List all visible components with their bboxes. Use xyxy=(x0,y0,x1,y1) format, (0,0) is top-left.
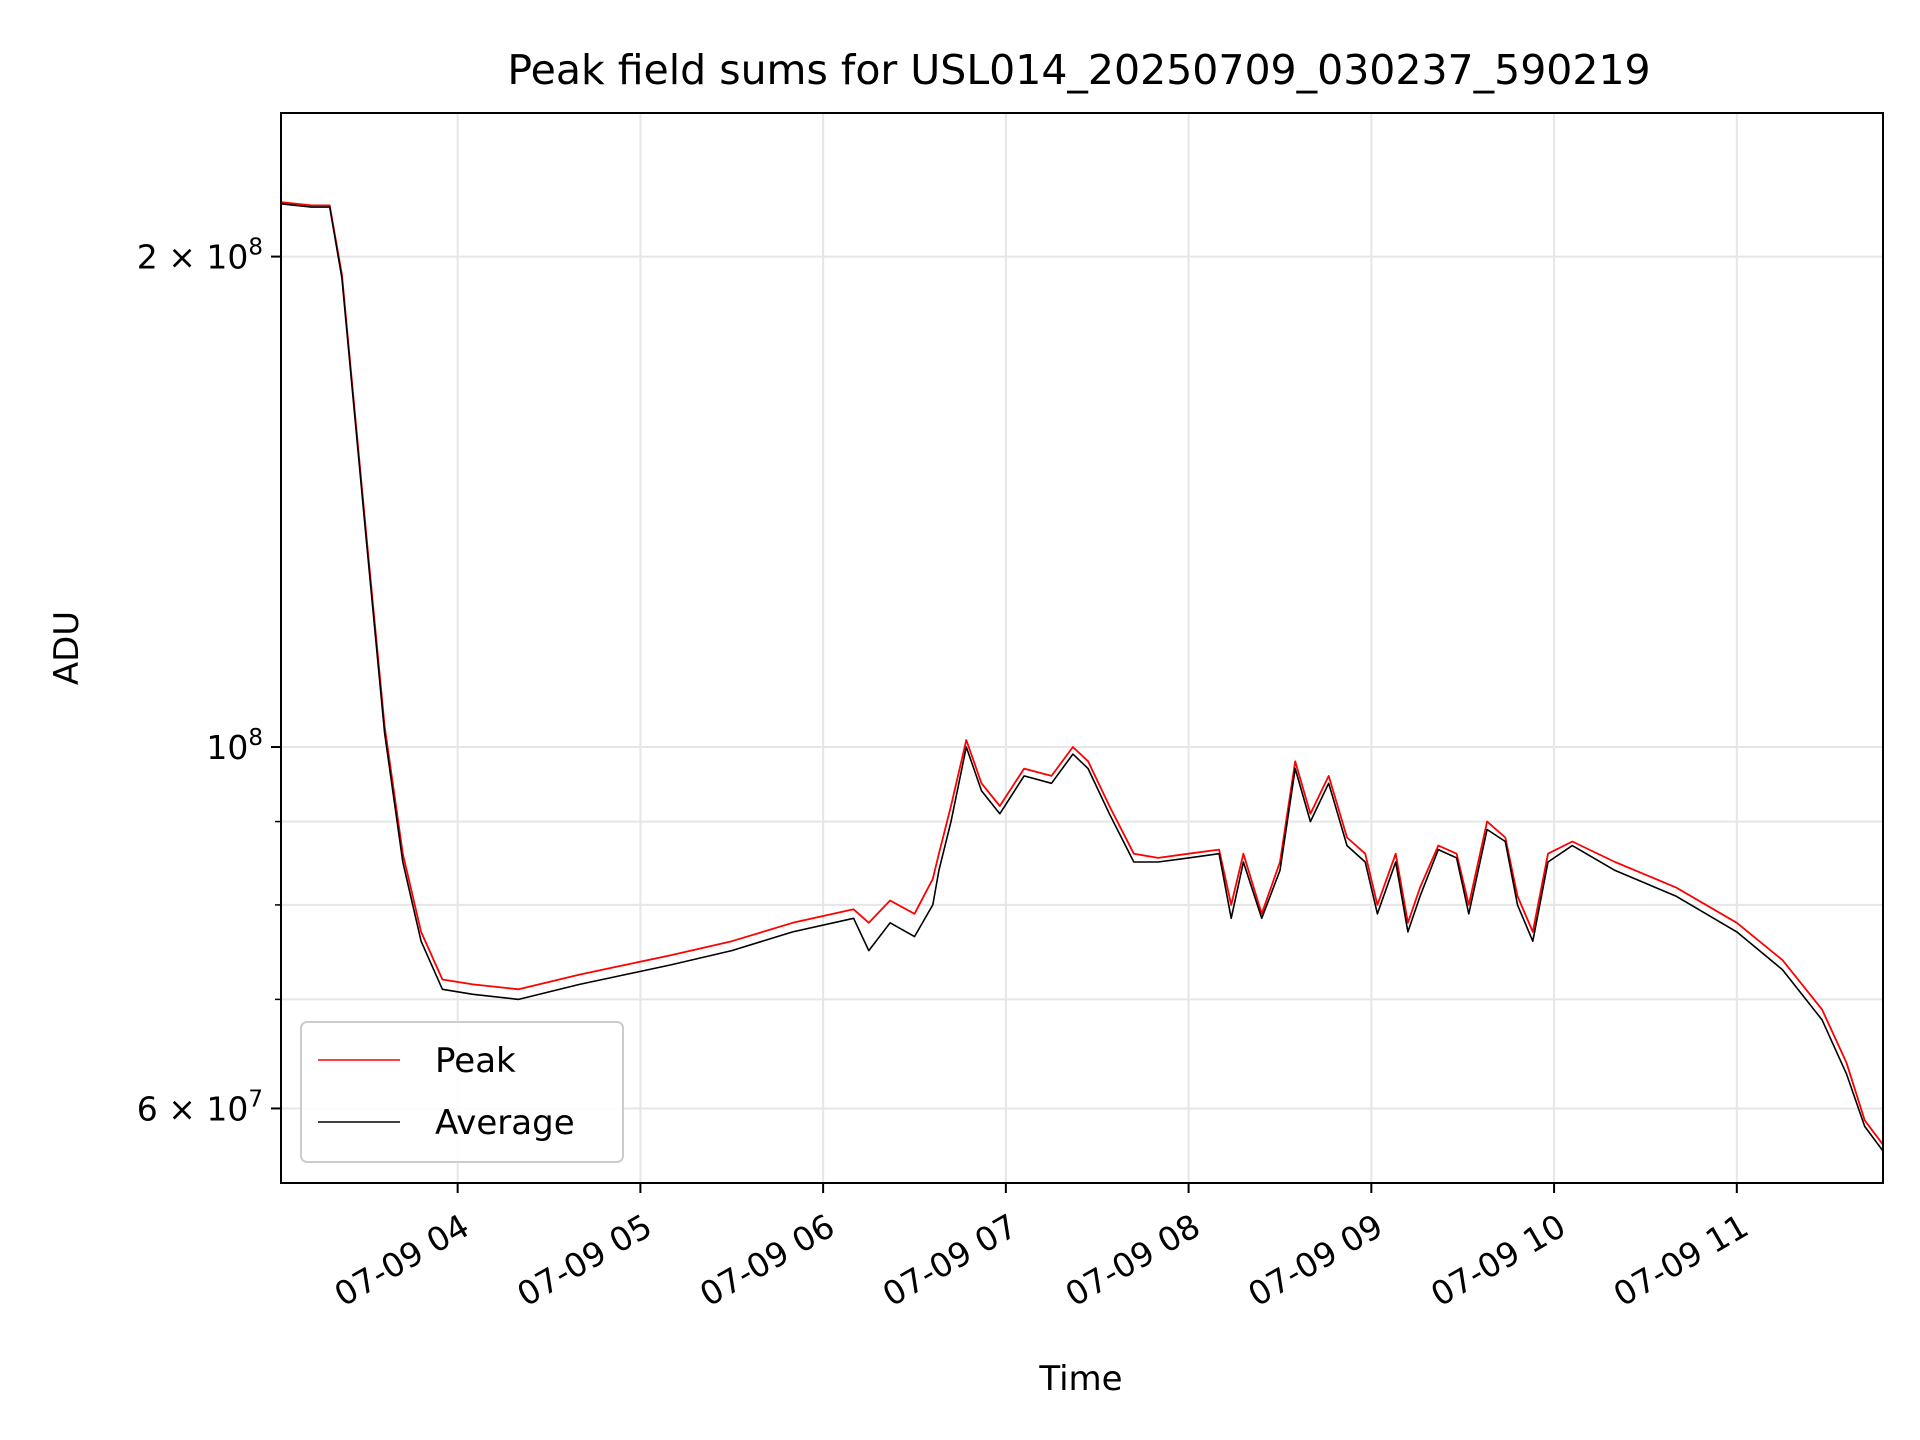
x-axis-label: Time xyxy=(1038,1359,1122,1399)
series-line-average xyxy=(280,203,1884,1152)
plot-frame xyxy=(280,112,1884,1184)
y-tick-label: 6 × 107 xyxy=(137,1086,263,1128)
legend-box xyxy=(300,1021,624,1163)
y-tick-label: 108 xyxy=(206,725,263,767)
legend[interactable]: Peak Average xyxy=(300,1021,624,1163)
grid xyxy=(281,113,1883,1183)
legend-label-average: Average xyxy=(435,1103,575,1143)
y-tick-label: 2 × 108 xyxy=(137,235,263,277)
chart-title: Peak field sums for USL014_20250709_0302… xyxy=(507,46,1650,94)
series-line-peak xyxy=(280,201,1884,1146)
y-axis: 6 × 107 108 2 × 108 xyxy=(137,235,281,1128)
y-axis-label: ADU xyxy=(47,611,87,685)
legend-label-peak: Peak xyxy=(435,1041,516,1081)
series-layer xyxy=(280,201,1884,1152)
